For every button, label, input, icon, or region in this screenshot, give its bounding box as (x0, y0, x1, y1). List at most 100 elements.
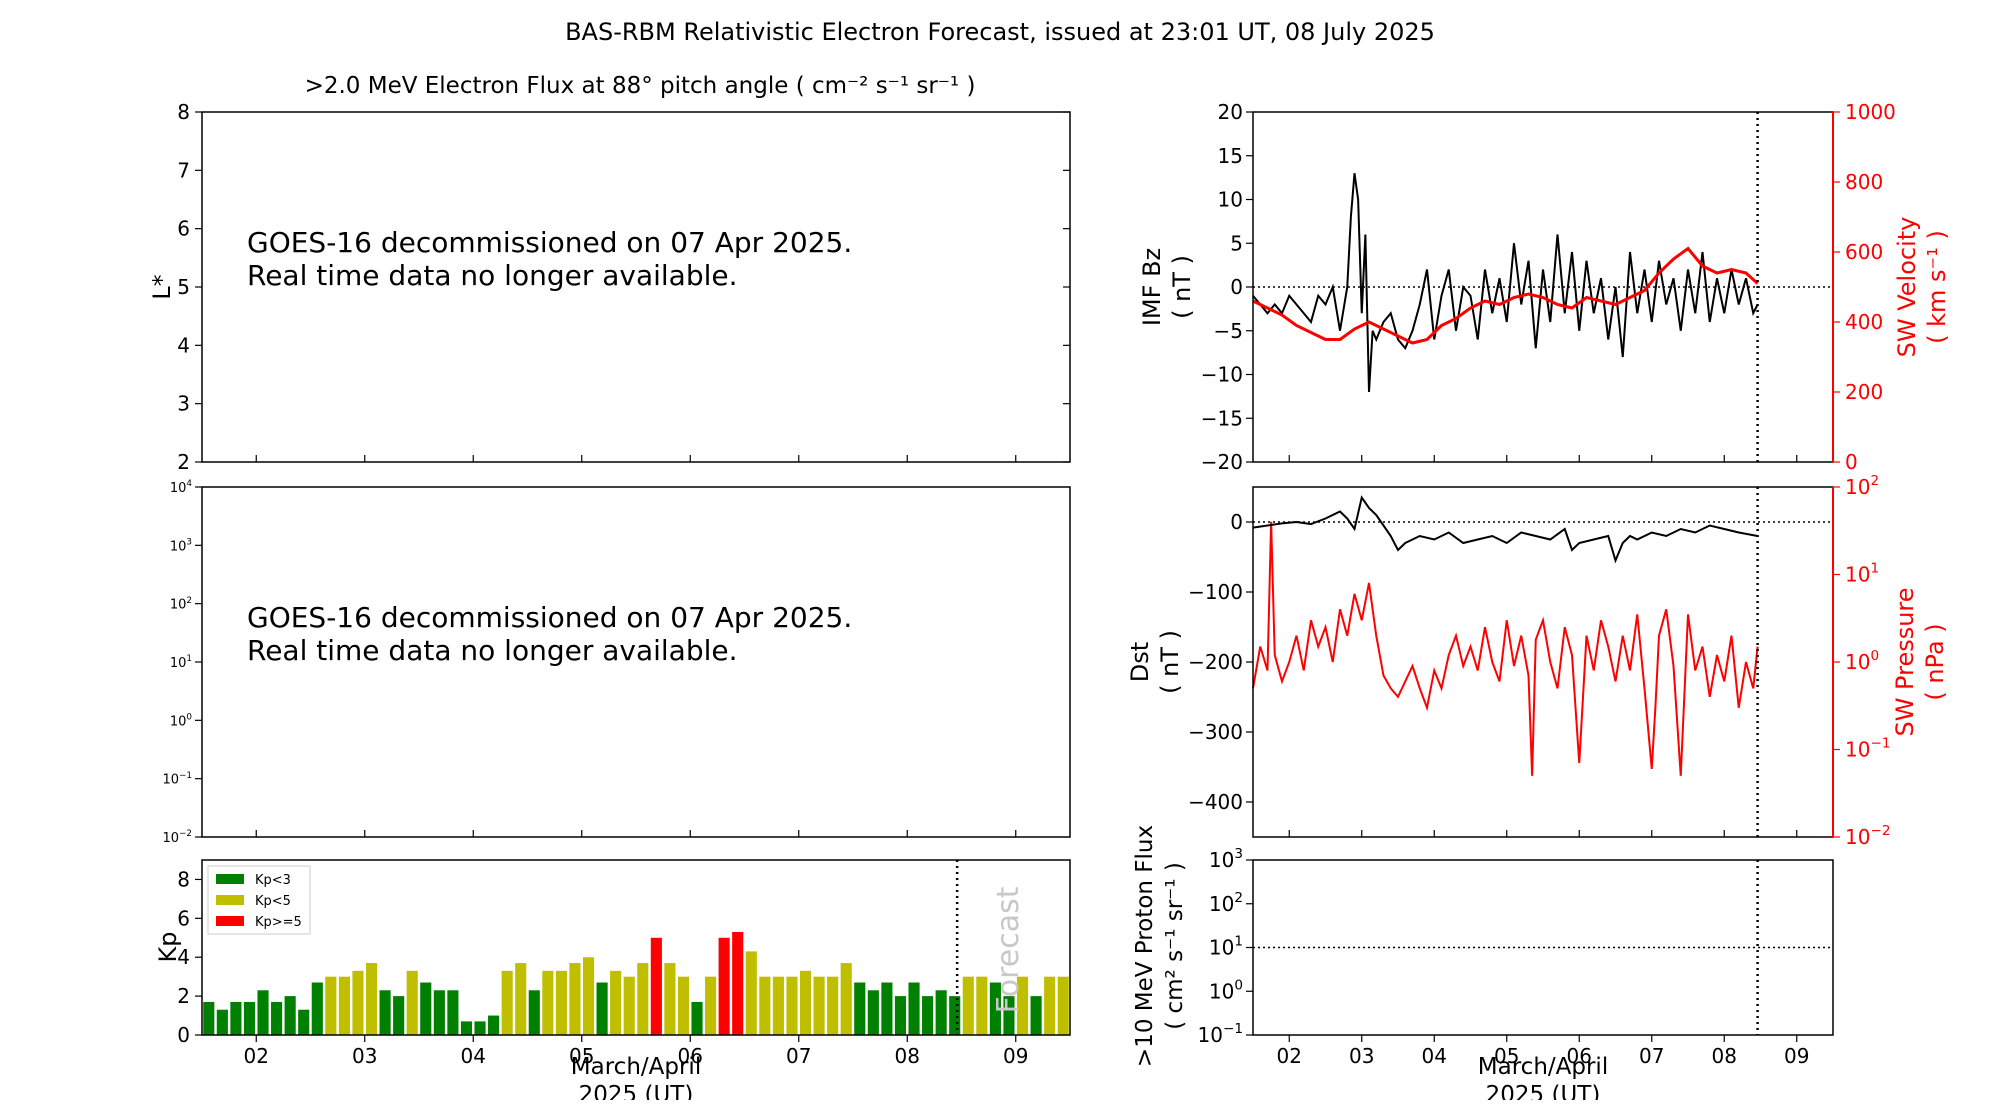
kp-bar (501, 970, 513, 1035)
kp-bar (786, 976, 798, 1035)
dst-series (1252, 495, 1758, 564)
kp-xtick-label: 02 (244, 1044, 269, 1068)
kp-xtick-label: 05 (569, 1044, 594, 1068)
imf-ytick-label: −20 (1201, 450, 1243, 474)
dst-ytick-label: 0 (1230, 510, 1243, 534)
flux-panel-ytick-label: 4 (177, 333, 190, 357)
kp-bar (515, 963, 527, 1035)
kp-bar (867, 990, 879, 1035)
flux-panel-ylabel: L* (148, 274, 176, 299)
sw-pressure-ytick-label: 10−2 (1845, 823, 1891, 849)
kp-legend-swatch (216, 895, 244, 905)
proton-xtick-label: 09 (1784, 1044, 1809, 1068)
kp-bar (555, 970, 567, 1035)
sw-velocity-ylabel-line1: SW Velocity (1893, 217, 1921, 358)
proton-ytick-label: 103 (1209, 846, 1243, 872)
kp-bar (447, 990, 459, 1035)
log-flux-panel-notice-line1: GOES-16 decommissioned on 07 Apr 2025. (247, 601, 852, 634)
log-flux-panel-ytick-label: 100 (170, 712, 193, 729)
flux-panel-ytick-label: 6 (177, 217, 190, 241)
flux-panel-ytick-label: 7 (177, 158, 190, 182)
kp-bar (813, 976, 825, 1035)
kp-bar (433, 990, 445, 1035)
kp-bar (623, 976, 635, 1035)
kp-bar (230, 1001, 242, 1035)
kp-bar (352, 970, 364, 1035)
flux-panel-ytick-label: 5 (177, 275, 190, 299)
figure-title: BAS-RBM Relativistic Electron Forecast, … (565, 18, 1435, 46)
imf-ytick-label: 15 (1218, 144, 1243, 168)
imf-ytick-label: −5 (1214, 319, 1243, 343)
sw-pressure-ytick-label: 10−1 (1845, 736, 1891, 762)
kp-ytick-label: 0 (177, 1023, 190, 1047)
kp-bar (325, 976, 337, 1035)
kp-xlabel-line1: March/April (571, 1054, 701, 1080)
kp-bar (569, 963, 581, 1035)
log-flux-panel-notice-line2: Real time data no longer available. (247, 634, 738, 667)
flux-panel-ytick-label: 2 (177, 450, 190, 474)
sw-velocity-ytick-label: 200 (1845, 380, 1883, 404)
kp-bar (854, 982, 866, 1035)
kp-bar (691, 1001, 703, 1035)
sw-velocity-ylabel-line2: ( km s⁻¹ ) (1923, 230, 1951, 344)
kp-legend-swatch (216, 874, 244, 884)
flux-panel-notice-line1: GOES-16 decommissioned on 07 Apr 2025. (247, 226, 852, 259)
kp-bar (488, 1015, 500, 1035)
dst-ylabel-line1: Dst (1126, 642, 1154, 682)
sw-velocity-ytick-label: 600 (1845, 240, 1883, 264)
kp-bar (542, 970, 554, 1035)
kp-forecast-label: Forecast (991, 886, 1026, 1013)
kp-bar (284, 996, 296, 1035)
kp-ytick-label: 4 (177, 945, 190, 969)
kp-bar (582, 957, 595, 1035)
log-flux-panel-ytick-label: 101 (170, 654, 192, 671)
kp-xtick-label: 04 (461, 1044, 486, 1068)
sw-pressure-ytick-label: 102 (1845, 473, 1879, 499)
kp-bar (406, 970, 418, 1035)
kp-bar (759, 976, 771, 1035)
kp-bar (935, 990, 947, 1035)
proton-xtick-label: 04 (1422, 1044, 1447, 1068)
kp-bar (840, 963, 852, 1035)
kp-bar (474, 1021, 486, 1035)
proton-xtick-label: 08 (1712, 1044, 1737, 1068)
kp-legend-swatch (216, 916, 244, 926)
dst-ytick-label: −100 (1188, 580, 1243, 604)
proton-xtick-label: 07 (1639, 1044, 1664, 1068)
kp-bar (243, 1001, 256, 1035)
kp-bar (1044, 976, 1056, 1035)
proton-xtick-label: 05 (1494, 1044, 1519, 1068)
kp-bar (799, 970, 812, 1035)
proton-xlabel-line1: March/April (1478, 1054, 1608, 1080)
kp-bar (732, 931, 744, 1035)
kp-bar (1016, 976, 1029, 1035)
dst-ytick-label: −300 (1188, 720, 1243, 744)
sw-velocity-ytick-label: 1000 (1845, 100, 1896, 124)
kp-bar (365, 963, 378, 1035)
kp-bar (677, 976, 690, 1035)
dst-ytick-label: −200 (1188, 650, 1243, 674)
kp-bar (894, 996, 907, 1035)
kp-bar (271, 1001, 283, 1035)
kp-bar (976, 976, 988, 1035)
kp-ytick-label: 6 (177, 906, 190, 930)
sw-velocity-ytick-label: 0 (1845, 450, 1858, 474)
sw-pressure-series (1252, 521, 1759, 776)
proton-ylabel-line2: ( cm² s⁻¹ sr⁻¹ ) (1162, 862, 1188, 1030)
kp-xtick-label: 03 (352, 1044, 377, 1068)
imf-ytick-label: 10 (1218, 188, 1243, 212)
sw-velocity-ytick-label: 800 (1845, 170, 1883, 194)
log-flux-panel-ytick-label: 104 (170, 479, 193, 496)
log-flux-panel-ytick-label: 102 (170, 596, 192, 613)
kp-bar (379, 990, 391, 1035)
imf-ytick-label: 20 (1218, 100, 1243, 124)
kp-bar (610, 970, 622, 1035)
kp-bar (1057, 976, 1069, 1035)
log-flux-panel-ytick-label: 10−2 (162, 829, 192, 846)
flux-panel-title: >2.0 MeV Electron Flux at 88° pitch angl… (305, 73, 976, 99)
proton-ylabel-line1: >10 MeV Proton Flux (1132, 825, 1158, 1067)
kp-xtick-label: 08 (895, 1044, 920, 1068)
kp-bar (650, 937, 662, 1035)
kp-xtick-label: 07 (786, 1044, 811, 1068)
